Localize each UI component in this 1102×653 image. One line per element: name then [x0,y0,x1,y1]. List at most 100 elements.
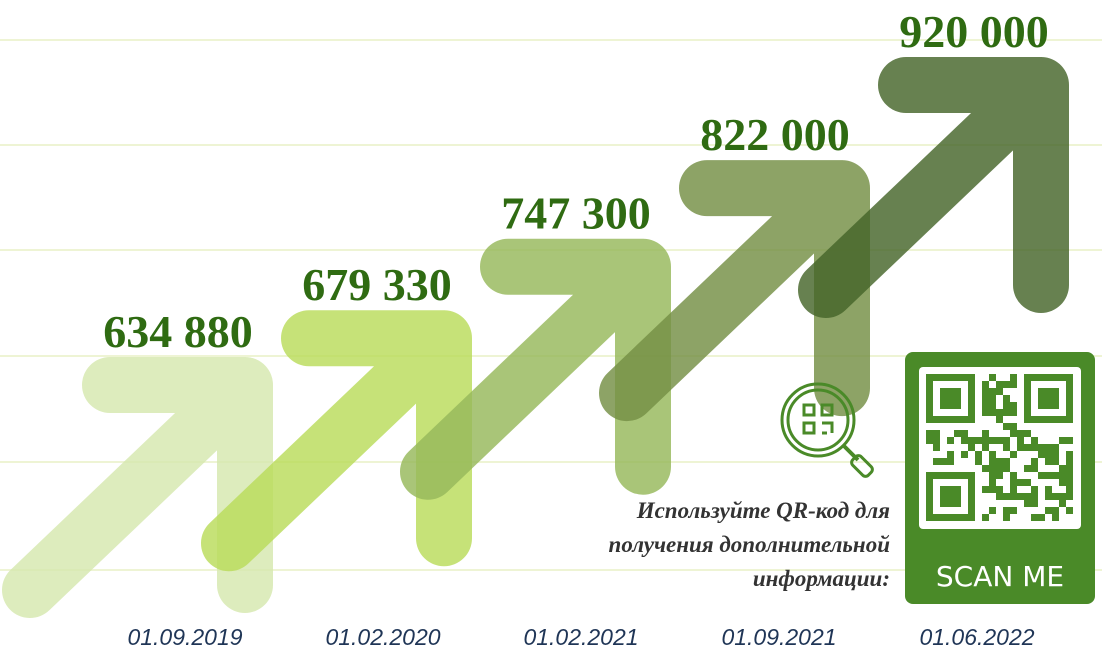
qr-cell [1045,444,1052,451]
qr-cell [989,374,996,381]
qr-cell [989,388,996,395]
qr-cell [1059,479,1066,486]
qr-cell [1017,437,1024,444]
qr-cell [1052,472,1059,479]
qr-cell [933,437,940,444]
qr-cell [1010,402,1017,409]
qr-finder [940,388,961,409]
qr-cell [989,402,996,409]
date-label: 01.02.2020 [325,624,440,650]
scan-button[interactable]: SCAN ME [936,560,1064,593]
value-label: 822 000 [700,109,850,160]
qr-cell [968,437,975,444]
qr-cell [989,472,996,479]
qr-cell [982,388,989,395]
qr-cell [975,437,982,444]
arrow [798,57,1069,318]
qr-cell [989,458,996,465]
qr-cell [1031,444,1038,451]
qr-cell [1017,444,1024,451]
qr-cell [1003,458,1010,465]
qr-cell [1059,437,1066,444]
qr-cell [1052,444,1059,451]
qr-cell [1003,409,1010,416]
qr-cell [1045,451,1052,458]
magnifier-icon [780,382,874,478]
qr-finder [940,486,961,507]
qr-cell [1010,423,1017,430]
qr-cell [996,409,1003,416]
qr-cell [933,458,940,465]
value-label: 679 330 [302,259,452,310]
qr-cell [1024,430,1031,437]
qr-cell [989,437,996,444]
qr-cell [1038,444,1045,451]
qr-cell [982,381,989,388]
qr-cell [1052,451,1059,458]
qr-cell [1010,381,1017,388]
qr-cell [1066,479,1073,486]
qr-cell [1066,458,1073,465]
qr-cell [1003,423,1010,430]
qr-cell [961,437,968,444]
qr-cell [947,437,954,444]
qr-caption: информации: [753,566,890,591]
labels: 634 880 01.09.2019 679 330 01.02.2020 747 30… [103,6,1049,650]
qr-cell [1010,479,1017,486]
qr-cell [1003,381,1010,388]
qr-cell [996,388,1003,395]
qr-cell [1024,444,1031,451]
qr-cell [1031,514,1038,521]
qr-cell [968,444,975,451]
qr-cell [982,395,989,402]
qr-cell [961,430,968,437]
qr-cell [1010,486,1017,493]
value-label: 920 000 [899,6,1049,57]
qr-cell [947,458,954,465]
qr-cell [996,486,1003,493]
qr-cell [982,444,989,451]
qr-cell [996,465,1003,472]
qr-cell [926,430,933,437]
qr-cell [1052,514,1059,521]
qr-cell [1024,465,1031,472]
date-label: 01.09.2021 [721,624,836,650]
qr-cell [1003,437,1010,444]
qr-cell [1038,472,1045,479]
arrow [599,160,870,422]
qr-cell [1066,493,1073,500]
qr-cell [1024,493,1031,500]
qr-caption: Используйте QR-код для [636,498,890,523]
qr-cell [975,451,982,458]
qr-cell [933,430,940,437]
qr-cell [1045,493,1052,500]
qr-cell [1031,500,1038,507]
qr-cell [1059,472,1066,479]
qr-cell [996,458,1003,465]
qr-cell [1003,444,1010,451]
qr-cell [1052,507,1059,514]
qr-finder [1038,388,1059,409]
qr-cell [989,465,996,472]
qr-cell [996,493,1003,500]
qr-cell [996,416,1003,423]
qr-cell [989,451,996,458]
date-label: 01.06.2022 [919,624,1034,650]
qr-cell [1010,472,1017,479]
qr-cell [1017,430,1024,437]
qr-cell [989,486,996,493]
qr-cell [975,458,982,465]
value-label: 634 880 [103,306,253,357]
qr-cell [1038,451,1045,458]
qr-cell [1066,465,1073,472]
qr-cell [1059,493,1066,500]
qr-cell [982,402,989,409]
qr-cell [1017,493,1024,500]
qr-cell [1010,409,1017,416]
qr-cell [982,430,989,437]
qr-cell [996,437,1003,444]
qr-cell [1010,374,1017,381]
qr-cell [933,444,940,451]
qr-cell [1017,479,1024,486]
qr-cell [1024,479,1031,486]
